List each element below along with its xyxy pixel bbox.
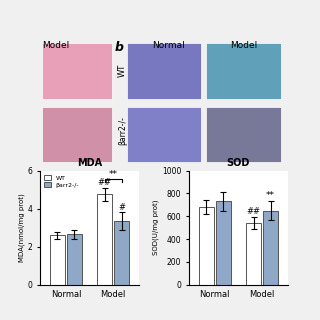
Y-axis label: SOD(U/mg prot): SOD(U/mg prot)	[153, 200, 159, 255]
Title: MDA: MDA	[77, 158, 102, 168]
Bar	[246, 223, 261, 285]
Bar	[97, 195, 112, 285]
Bar	[43, 107, 112, 162]
Bar	[114, 221, 129, 285]
Bar	[216, 202, 231, 285]
Text: b: b	[115, 41, 124, 54]
Text: WT: WT	[118, 63, 127, 76]
Text: **: **	[109, 170, 118, 179]
Bar	[206, 107, 281, 162]
Y-axis label: MDA(nmol/mg prot): MDA(nmol/mg prot)	[18, 193, 25, 262]
Text: βarr2-/-: βarr2-/-	[118, 116, 127, 145]
Title: SOD: SOD	[227, 158, 250, 168]
Text: #: #	[118, 203, 125, 212]
Text: ##: ##	[98, 178, 112, 187]
Text: ##: ##	[246, 207, 260, 216]
Bar	[206, 44, 281, 99]
Legend: WT, βarr2-/-: WT, βarr2-/-	[43, 174, 81, 189]
Bar	[67, 234, 82, 285]
Bar	[263, 211, 278, 285]
Text: Model: Model	[43, 41, 70, 50]
Bar	[127, 107, 201, 162]
Text: Normal: Normal	[153, 41, 185, 50]
Bar	[50, 235, 65, 285]
Text: **: **	[266, 191, 275, 200]
Bar	[199, 207, 214, 285]
Bar	[127, 44, 201, 99]
Bar	[43, 44, 112, 99]
Text: Model: Model	[230, 41, 257, 50]
